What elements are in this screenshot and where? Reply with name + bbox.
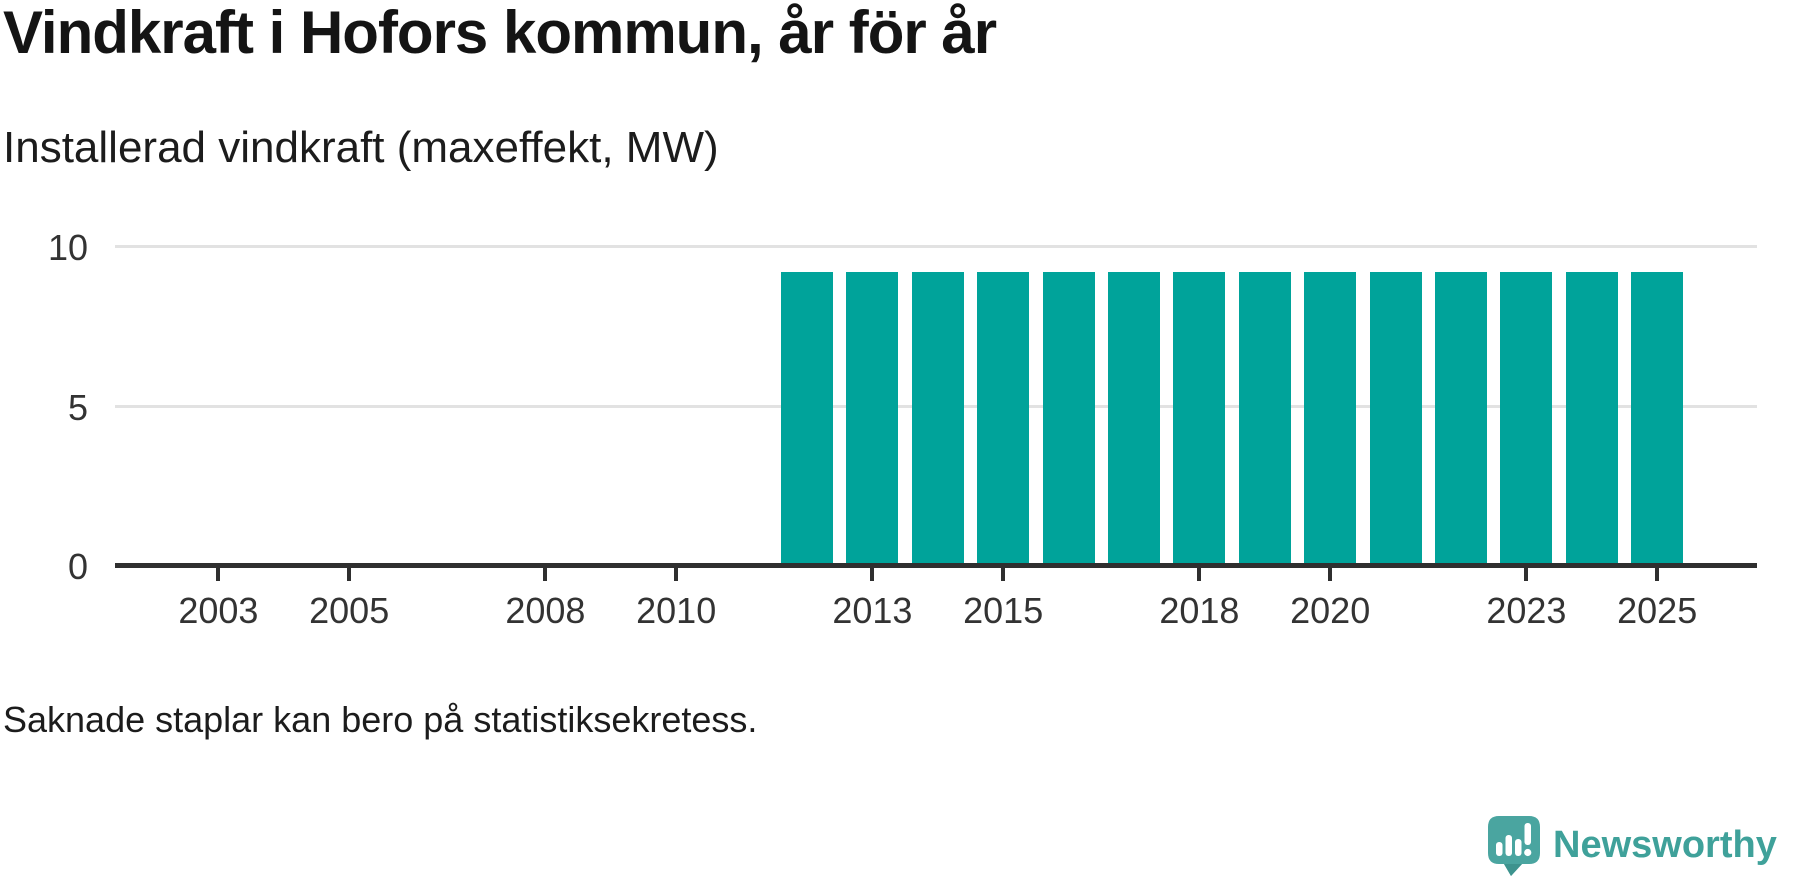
bar-2014 (911, 271, 964, 566)
gridline-y-10 (115, 245, 1757, 248)
x-axis-line (115, 563, 1757, 568)
bar-2012 (781, 271, 833, 566)
bar-2023 (1500, 271, 1553, 566)
x-tick-2010 (674, 568, 679, 581)
newsworthy-logo-text: Newsworthy (1553, 824, 1777, 866)
bar-2018 (1173, 271, 1226, 566)
x-tick-2005 (347, 568, 352, 581)
x-tick-2018 (1197, 568, 1202, 581)
chart-title: Vindkraft i Hofors kommun, år för år (3, 0, 997, 66)
x-axis-label-2018: 2018 (1159, 590, 1240, 631)
newsworthy-logo-icon (1488, 816, 1540, 876)
x-axis-label-2015: 2015 (963, 590, 1044, 631)
x-tick-2025 (1655, 568, 1660, 581)
x-axis-label-2005: 2005 (309, 590, 390, 631)
bar-2022 (1435, 271, 1487, 566)
x-tick-2013 (870, 568, 875, 581)
bar-2019 (1238, 271, 1291, 566)
x-axis-label-2013: 2013 (832, 590, 913, 631)
bar-2024 (1565, 271, 1618, 566)
x-tick-2015 (1001, 568, 1006, 581)
bar-2021 (1369, 271, 1422, 566)
x-tick-2003 (216, 568, 221, 581)
bar-2020 (1304, 271, 1357, 566)
y-axis-label-0: 0 (67, 546, 88, 587)
x-tick-2020 (1328, 568, 1333, 581)
x-tick-2008 (543, 568, 548, 581)
newsworthy-logo: Newsworthy (1488, 816, 1777, 878)
chart-subtitle: Installerad vindkraft (maxeffekt, MW) (3, 123, 719, 172)
bar-2016 (1042, 271, 1095, 566)
y-axis-label-5: 5 (67, 386, 88, 428)
x-axis-label-2023: 2023 (1486, 590, 1567, 631)
bar-2017 (1108, 271, 1160, 566)
x-axis-label-2020: 2020 (1290, 590, 1371, 631)
bar-2015 (977, 271, 1030, 566)
bar-2013 (846, 271, 899, 566)
x-tick-2023 (1524, 568, 1529, 581)
footnote: Saknade staplar kan bero på statistiksek… (3, 699, 758, 740)
x-axis-label-2003: 2003 (178, 590, 259, 631)
y-axis-label-10: 10 (47, 227, 88, 268)
x-axis-label-2025: 2025 (1617, 590, 1698, 631)
bar-2025 (1631, 271, 1684, 566)
x-axis-label-2010: 2010 (636, 590, 717, 631)
x-axis-label-2008: 2008 (505, 590, 586, 631)
